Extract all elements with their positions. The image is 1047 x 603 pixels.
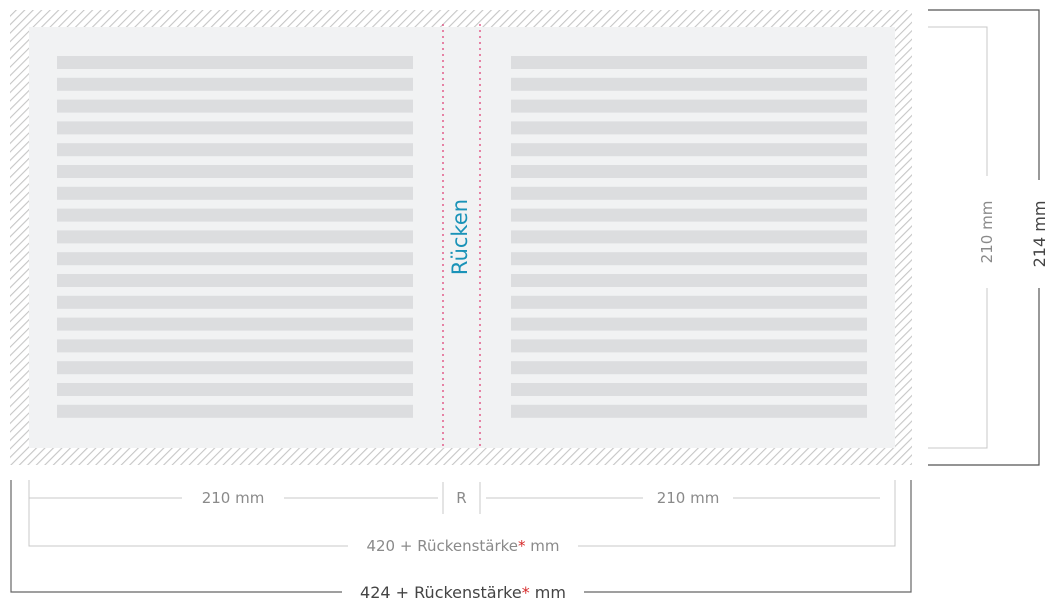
- left-text-line: [57, 274, 413, 287]
- left-text-line: [57, 165, 413, 178]
- right-text-line: [511, 404, 867, 418]
- bleed-height-bracket: [928, 9, 1040, 466]
- right-text-line: [511, 121, 867, 135]
- left-page-width-label: 210 mm: [202, 489, 265, 507]
- right-text-line: [511, 143, 867, 157]
- right-text-line: [511, 77, 867, 91]
- right-text-line: [511, 186, 867, 200]
- bleed-height-label: 214 mm: [1030, 201, 1047, 268]
- left-text-line: [57, 252, 413, 266]
- right-text-line: [511, 361, 867, 375]
- total-bleed-width-bracket: [10, 480, 912, 593]
- trim-height-bracket: [928, 26, 988, 449]
- right-text-line: [511, 383, 867, 396]
- left-text-line: [57, 208, 413, 222]
- left-page-text-lines: [57, 56, 413, 418]
- right-text-line: [511, 56, 867, 69]
- left-text-line: [57, 143, 413, 157]
- left-text-line: [57, 361, 413, 375]
- total-trim-width-bracket: [28, 480, 896, 547]
- left-text-line: [57, 121, 413, 135]
- right-text-line: [511, 208, 867, 222]
- right-text-line: [511, 295, 867, 309]
- right-text-line: [511, 230, 867, 244]
- left-text-line: [57, 295, 413, 309]
- left-text-line: [57, 230, 413, 244]
- right-text-line: [511, 339, 867, 353]
- page-width-dimensions: [29, 482, 880, 514]
- left-text-line: [57, 99, 413, 113]
- left-text-line: [57, 339, 413, 353]
- right-text-line: [511, 165, 867, 178]
- left-text-line: [57, 77, 413, 91]
- left-text-line: [57, 404, 413, 418]
- right-text-line: [511, 274, 867, 287]
- right-text-line: [511, 317, 867, 331]
- trim-height-label: 210 mm: [978, 201, 996, 264]
- right-page-width-label: 210 mm: [657, 489, 720, 507]
- spine-width-label: R: [456, 489, 466, 507]
- total-bleed-width-label: 424 + Rückenstärke* mm: [360, 583, 566, 602]
- spine-label: Rücken: [448, 199, 472, 275]
- total-trim-width-label: 420 + Rückenstärke* mm: [366, 537, 559, 555]
- left-text-line: [57, 56, 413, 69]
- right-page-text-lines: [511, 56, 867, 418]
- left-text-line: [57, 317, 413, 331]
- right-text-line: [511, 99, 867, 113]
- left-text-line: [57, 383, 413, 396]
- right-text-line: [511, 252, 867, 266]
- left-text-line: [57, 186, 413, 200]
